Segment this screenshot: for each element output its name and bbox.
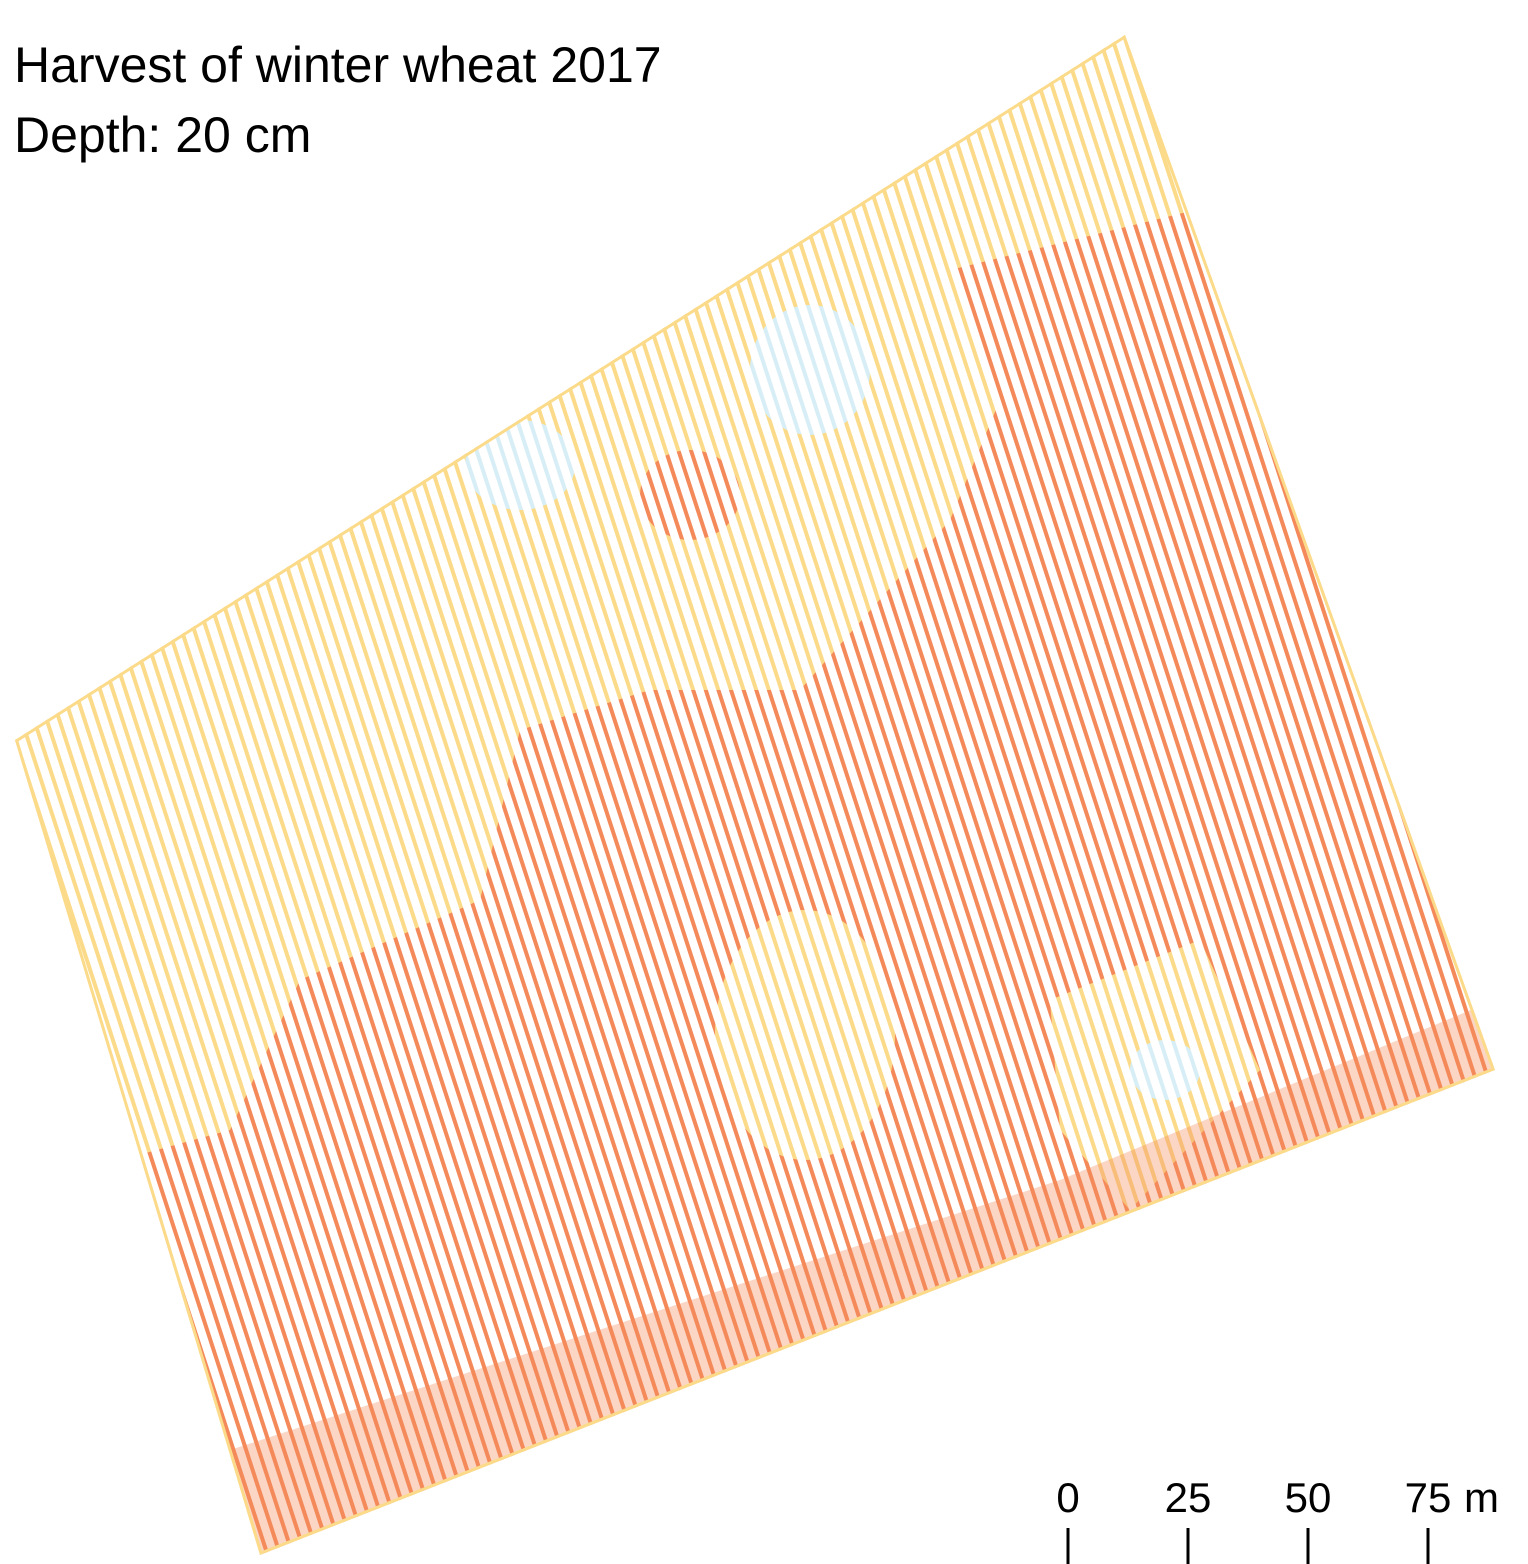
scale-unit: m xyxy=(1464,1474,1499,1521)
scale-label: 0 xyxy=(1056,1474,1079,1521)
scale-bar: 0 25 50 75 m xyxy=(1056,1474,1499,1564)
map: Harvest of winter wheat 2017 Depth: 20 c… xyxy=(0,0,1528,1564)
scale-label: 75 xyxy=(1405,1474,1452,1521)
field xyxy=(0,20,1495,1560)
map-subtitle: Depth: 20 cm xyxy=(14,107,311,163)
scale-label: 50 xyxy=(1285,1474,1332,1521)
map-title: Harvest of winter wheat 2017 xyxy=(14,37,662,93)
scale-label: 25 xyxy=(1165,1474,1212,1521)
